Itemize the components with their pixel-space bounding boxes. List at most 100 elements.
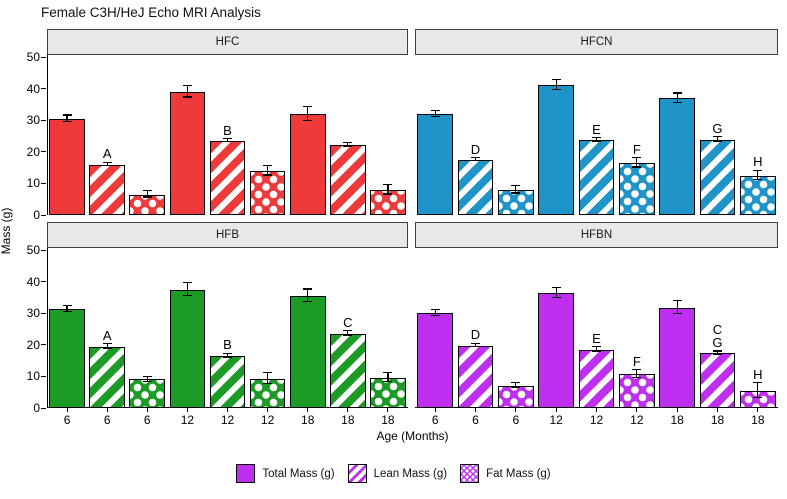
- y-tick-label: 40: [26, 274, 40, 289]
- x-tick-label: 12: [589, 413, 604, 427]
- error-bar-line: [676, 93, 678, 103]
- error-bar-cap-top: [303, 288, 313, 290]
- error-bar-cap-top: [303, 105, 313, 107]
- error-bar-line: [434, 310, 436, 317]
- legend-key-stripes-icon: [347, 464, 367, 483]
- error-bar-cap-bottom: [182, 294, 192, 296]
- error-bar-cap-top: [62, 304, 72, 306]
- x-tick: [434, 408, 436, 412]
- error-bar-cap-top: [632, 157, 642, 159]
- y-tick: [41, 119, 46, 121]
- y-tick: [41, 375, 46, 377]
- error-bar-cap-top: [263, 164, 273, 167]
- significance-letters: G: [697, 122, 737, 136]
- significance-letter: G: [712, 335, 723, 351]
- significance-letter: D: [470, 327, 481, 343]
- facet-panel-hfcn: D E F G H: [415, 55, 778, 215]
- error-bar-cap-top: [551, 287, 561, 289]
- error-bar-line: [757, 170, 759, 181]
- error-bar-line: [474, 343, 477, 348]
- error-bar-line: [555, 288, 557, 298]
- error-bar-cap-top: [102, 161, 112, 163]
- error-bar-cap-top: [263, 371, 273, 373]
- error-bar-cap-bottom: [62, 310, 72, 313]
- y-tick: [41, 214, 46, 216]
- y-axis-line: [47, 248, 48, 408]
- significance-letter: C: [343, 314, 353, 330]
- facet-strip-label: HFBN: [580, 229, 613, 241]
- error-bar-cap-bottom: [672, 312, 682, 314]
- error-bar-cap-bottom: [471, 160, 480, 162]
- error-bar-cap-top: [592, 136, 601, 138]
- error-bar-line: [636, 158, 638, 168]
- bar-hfc-18-lean: [330, 144, 366, 215]
- error-bar-cap-top: [592, 346, 601, 348]
- legend-item-fat-mass-g: Fat Mass (g): [460, 464, 551, 483]
- bar-hfbn-18-total: [659, 307, 696, 408]
- y-tick: [41, 249, 46, 251]
- bar-hfb-6-total: [49, 308, 85, 408]
- error-bar-cap-top: [632, 368, 642, 371]
- error-bar-cap-bottom: [142, 196, 152, 198]
- bar-hfcn-6-lean: [457, 159, 494, 215]
- y-tick-label: 30: [26, 113, 40, 128]
- x-tick: [66, 408, 68, 412]
- bar-hfb-18-lean: [330, 333, 366, 408]
- error-bar-cap-top: [672, 300, 682, 302]
- bar-hfbn-18-lean: [699, 353, 736, 408]
- facet-strip-label: HFCN: [580, 36, 613, 48]
- facet-strip-label: HFC: [215, 36, 240, 48]
- bar-hfc-6-total: [49, 118, 85, 215]
- error-bar-line: [106, 344, 108, 350]
- error-bar-cap-bottom: [551, 296, 561, 298]
- bar-hfc-18-fat: [370, 189, 406, 215]
- bar-hfb-12-lean: [209, 355, 246, 408]
- y-tick-label: 10: [26, 369, 40, 384]
- x-tick: [717, 408, 718, 412]
- significance-letter: H: [753, 366, 763, 382]
- bar-hfc-12-lean: [209, 140, 246, 215]
- error-bar-line: [267, 166, 269, 176]
- error-bar-cap-top: [753, 382, 763, 384]
- error-bar-cap-bottom: [430, 315, 440, 317]
- y-tick: [41, 182, 46, 184]
- error-bar-cap-bottom: [713, 354, 722, 356]
- error-bar-cap-top: [551, 79, 561, 81]
- x-tick: [106, 408, 108, 412]
- error-bar-cap-top: [430, 308, 440, 311]
- significance-letters: F: [617, 143, 657, 157]
- bar-hfbn-12-fat: [618, 373, 655, 408]
- error-bar-cap-bottom: [343, 145, 353, 148]
- significance-letter: G: [712, 120, 723, 136]
- error-bar-cap-top: [383, 183, 393, 186]
- significance-letters: H: [738, 368, 778, 382]
- error-bar-cap-top: [343, 141, 353, 143]
- error-bar-cap-top: [511, 382, 521, 384]
- legend-item-total-mass-g: Total Mass (g): [236, 464, 335, 483]
- significance-letter: F: [632, 353, 641, 369]
- legend-label: Lean Mass (g): [373, 467, 448, 480]
- error-bar-cap-bottom: [62, 120, 72, 122]
- error-bar-line: [555, 80, 557, 90]
- error-bar-line: [226, 139, 229, 143]
- error-bar-cap-bottom: [182, 96, 192, 98]
- error-bar-cap-bottom: [753, 396, 763, 398]
- error-bar-cap-bottom: [142, 380, 152, 382]
- x-tick-label: 6: [63, 413, 71, 427]
- error-bar-line: [515, 383, 517, 389]
- bar-hfcn-12-total: [538, 84, 575, 215]
- chart-title: Female C3H/HeJ Echo MRI Analysis: [41, 5, 261, 20]
- y-tick-label: 50: [26, 50, 40, 65]
- error-bar-cap-top: [102, 343, 112, 345]
- bar-hfcn-6-total: [417, 114, 454, 215]
- x-tick: [227, 408, 228, 412]
- significance-letter: B: [223, 337, 232, 353]
- error-bar-cap-bottom: [383, 381, 393, 383]
- error-bar-cap-bottom: [102, 164, 112, 167]
- x-tick-label: 6: [472, 413, 479, 427]
- facet-strip-hfb: HFB: [47, 222, 408, 248]
- error-bar-line: [636, 370, 638, 378]
- y-tick: [41, 151, 46, 153]
- error-bar-cap-top: [142, 375, 152, 377]
